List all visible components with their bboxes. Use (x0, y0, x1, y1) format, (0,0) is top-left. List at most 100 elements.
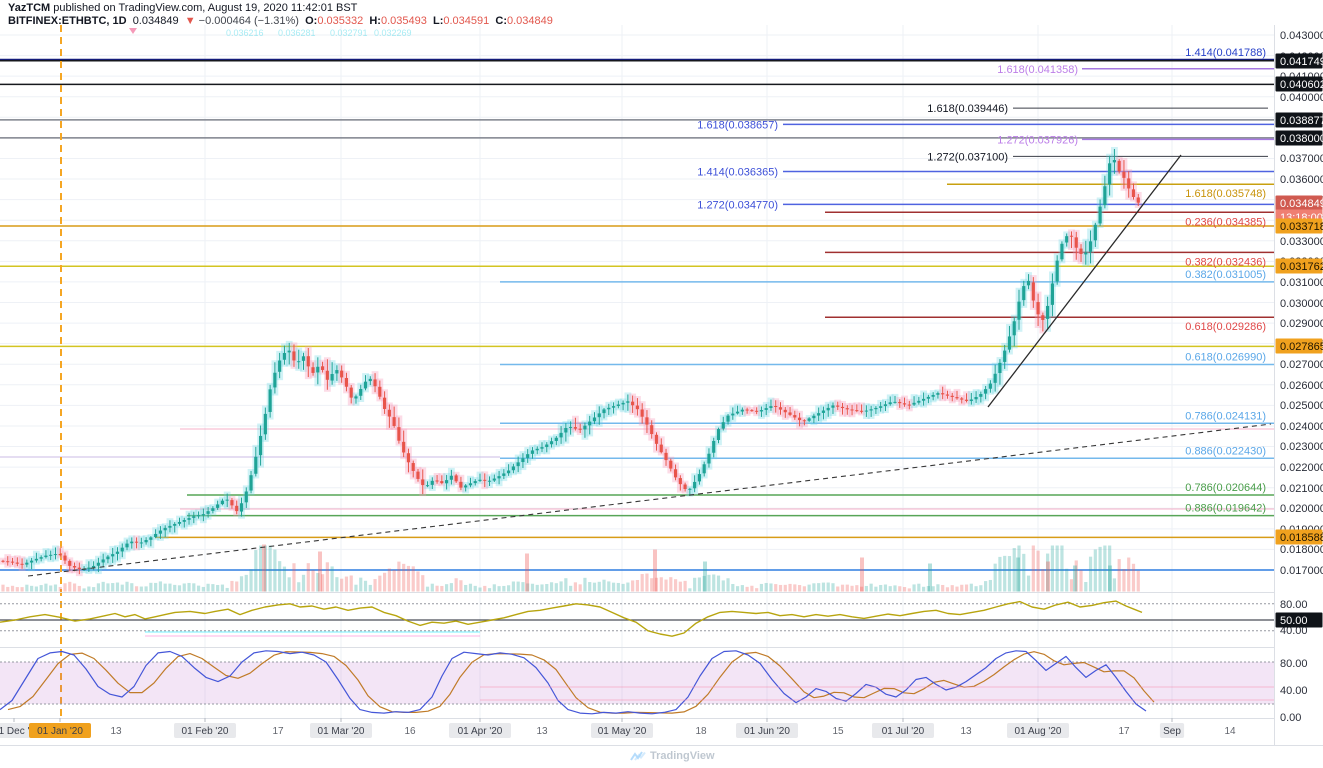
svg-text:0.032791: 0.032791 (330, 28, 368, 38)
svg-text:17: 17 (1118, 726, 1130, 737)
chart-header: YazTCM published on TradingView.com, Aug… (8, 2, 553, 27)
axis-badge-orange (1275, 529, 1323, 545)
svg-text:40.00: 40.00 (1280, 685, 1308, 697)
svg-text:Sep: Sep (1163, 726, 1181, 737)
svg-text:01 Dec '1: 01 Dec '1 (0, 726, 35, 737)
axis-badge-black (1275, 112, 1323, 128)
symbol-title[interactable]: BITFINEX:ETHBTC, 1D (8, 15, 127, 27)
axis-badge-orange (1275, 258, 1323, 274)
svg-text:16: 16 (404, 726, 416, 737)
svg-text:15: 15 (832, 726, 844, 737)
axis-badge-black (1275, 612, 1323, 628)
price-change: −0.000464 (−1.31%) (198, 15, 299, 27)
svg-text:0.026000: 0.026000 (1280, 380, 1323, 392)
grid (0, 25, 1274, 718)
svg-text:0.024000: 0.024000 (1280, 421, 1323, 433)
tradingview-logo-text: TradingView (650, 750, 715, 762)
high-value: 0.035493 (380, 15, 427, 27)
svg-text:01 Feb '20: 01 Feb '20 (182, 726, 229, 737)
fib-level-lines[interactable] (0, 58, 1274, 571)
open-label: O: (305, 15, 318, 27)
svg-text:0.031000: 0.031000 (1280, 277, 1323, 289)
svg-text:0.786(0.024131): 0.786(0.024131) (1185, 410, 1266, 422)
svg-text:0.038000: 0.038000 (1280, 133, 1323, 145)
svg-text:0.033000: 0.033000 (1280, 236, 1323, 248)
svg-text:80.00: 80.00 (1280, 658, 1308, 670)
svg-text:18: 18 (695, 726, 707, 737)
price-axis[interactable]: 0.0430000.0420000.0410000.0400000.039000… (1274, 25, 1323, 745)
axis-badge-black (1275, 130, 1323, 146)
publish-text: published on TradingView.com, August 19,… (50, 2, 358, 14)
axis-badge-orange (1275, 338, 1323, 354)
svg-text:0.041749: 0.041749 (1280, 56, 1323, 68)
svg-text:01 Aug '20: 01 Aug '20 (1015, 726, 1062, 737)
svg-text:0.031762: 0.031762 (1280, 261, 1323, 273)
svg-text:0.027865: 0.027865 (1280, 341, 1323, 353)
marker-triangle-icon (129, 28, 137, 34)
stoch-k-line (0, 650, 1147, 715)
svg-text:40.00: 40.00 (1280, 625, 1308, 637)
svg-text:1.272(0.037926): 1.272(0.037926) (997, 134, 1078, 146)
svg-text:01 Jun '20: 01 Jun '20 (744, 726, 790, 737)
svg-text:17: 17 (272, 726, 284, 737)
axis-badge-red (1275, 195, 1323, 211)
axis-badge-orange (1275, 218, 1323, 234)
svg-text:13: 13 (110, 726, 122, 737)
trend-lines[interactable] (27, 154, 1272, 577)
svg-text:0.618(0.029286): 0.618(0.029286) (1185, 321, 1266, 333)
svg-text:01 Mar '20: 01 Mar '20 (318, 726, 365, 737)
svg-text:01 Jan '20: 01 Jan '20 (37, 726, 83, 737)
time-axis[interactable]: 01 Dec '101 Jan '20 13 01 Feb '20 17 01 Mar … (0, 718, 1274, 745)
svg-text:0.038877: 0.038877 (1280, 115, 1323, 127)
tradingview-logo[interactable]: TradingView (630, 750, 715, 762)
svg-text:50.00: 50.00 (1280, 615, 1308, 627)
svg-text:0.032269: 0.032269 (374, 28, 412, 38)
svg-text:0.618(0.026990): 0.618(0.026990) (1185, 351, 1266, 363)
svg-text:0.886(0.022430): 0.886(0.022430) (1185, 445, 1266, 457)
month-badge (591, 723, 653, 738)
svg-text:0.886(0.019642): 0.886(0.019642) (1185, 503, 1266, 515)
svg-text:1.414(0.041788): 1.414(0.041788) (1185, 47, 1266, 59)
down-arrow-icon: ▼ (184, 15, 196, 27)
tradingview-logo-icon (630, 750, 646, 761)
svg-text:1.618(0.038657): 1.618(0.038657) (697, 119, 778, 131)
stoch-panel (0, 650, 1274, 715)
low-value: 0.034591 (443, 15, 490, 27)
publish-info: YazTCM published on TradingView.com, Aug… (8, 2, 553, 14)
axis-badge-black (1275, 76, 1323, 92)
svg-text:0.018588: 0.018588 (1280, 532, 1323, 544)
svg-text:0.043000: 0.043000 (1280, 30, 1323, 42)
svg-text:01 Jul '20: 01 Jul '20 (882, 726, 925, 737)
svg-text:0.023000: 0.023000 (1280, 441, 1323, 453)
month-badge (872, 723, 934, 738)
svg-text:14: 14 (1224, 726, 1236, 737)
last-price: 0.034849 (132, 15, 179, 27)
svg-text:1.414(0.036365): 1.414(0.036365) (697, 167, 778, 179)
rsi-panel (0, 600, 1274, 637)
svg-text:0.030000: 0.030000 (1280, 298, 1323, 310)
svg-text:0.025000: 0.025000 (1280, 400, 1323, 412)
svg-text:1.618(0.035748): 1.618(0.035748) (1185, 188, 1266, 200)
svg-text:0.021000: 0.021000 (1280, 483, 1323, 495)
svg-text:0.236(0.034385): 0.236(0.034385) (1185, 216, 1266, 228)
svg-text:0.027000: 0.027000 (1280, 359, 1323, 371)
month-badge (736, 723, 798, 738)
svg-text:01 Apr '20: 01 Apr '20 (458, 726, 503, 737)
svg-text:1.618(0.041358): 1.618(0.041358) (997, 64, 1078, 76)
svg-text:0.040000: 0.040000 (1280, 92, 1323, 104)
author-name[interactable]: YazTCM (8, 2, 51, 14)
svg-text:0.040602: 0.040602 (1280, 79, 1323, 91)
svg-text:01 May '20: 01 May '20 (598, 726, 647, 737)
candlestick-series (0, 146, 1142, 577)
svg-text:0.033718: 0.033718 (1280, 221, 1323, 233)
svg-text:0.029000: 0.029000 (1280, 318, 1323, 330)
symbol-info-row: BITFINEX:ETHBTC, 1D 0.034849 ▼ −0.000464… (8, 15, 553, 27)
month-badge (1159, 723, 1185, 738)
svg-text:13: 13 (536, 726, 548, 737)
month-badge (1007, 723, 1069, 738)
svg-text:80.00: 80.00 (1280, 599, 1308, 611)
date-highlight-badge (29, 723, 91, 738)
